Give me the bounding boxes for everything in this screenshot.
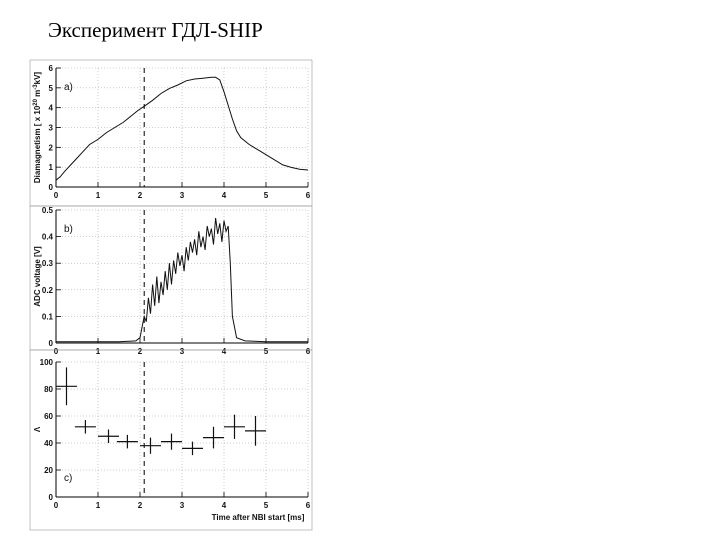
- panel-frame: [29, 349, 313, 531]
- y-tick-label: 0: [49, 493, 54, 502]
- y-tick-label: 0.5: [42, 206, 54, 215]
- y-tick-label: 6: [49, 64, 54, 73]
- y-tick-label: 20: [44, 466, 53, 475]
- x-tick-label: 3: [180, 501, 185, 510]
- data-point: [224, 414, 245, 439]
- x-tick-label: 1: [96, 501, 101, 510]
- x-tick-label: 4: [222, 191, 227, 200]
- data-point: [98, 429, 119, 443]
- y-tick-label: 2: [49, 143, 54, 152]
- x-tick-label: 4: [222, 347, 227, 356]
- y-tick-label: 60: [44, 412, 53, 421]
- data-point: [74, 420, 96, 434]
- x-tick-label: 5: [264, 347, 269, 356]
- x-tick-label: 0: [54, 347, 59, 356]
- panel-label: a): [64, 82, 73, 93]
- x-tick-label: 6: [306, 191, 311, 200]
- y-tick-label: 5: [49, 84, 54, 93]
- x-tick-label: 2: [138, 347, 143, 356]
- y-tick-label: 3: [49, 124, 54, 133]
- y-tick-label: 80: [44, 385, 53, 394]
- slide-title: Эксперимент ГДЛ-SHIP: [48, 18, 263, 42]
- series-line: [55, 76, 309, 181]
- data-point: [161, 433, 182, 450]
- x-tick-label: 5: [264, 501, 269, 510]
- y-tick-label: 0: [49, 339, 54, 348]
- panel-label: c): [64, 473, 72, 484]
- y-tick-label: 0: [49, 183, 54, 192]
- data-point: [203, 426, 224, 449]
- y-axis-title: ADC voltage [V]: [33, 246, 42, 307]
- x-tick-label: 0: [54, 191, 59, 200]
- x-tick-label: 0: [54, 501, 59, 510]
- x-tick-label: 1: [96, 347, 101, 356]
- y-tick-label: 0.4: [42, 233, 54, 242]
- y-tick-label: 40: [44, 439, 53, 448]
- panel-label: b): [64, 224, 73, 235]
- series-line: [56, 217, 308, 343]
- x-tick-label: 5: [264, 191, 269, 200]
- data-point: [140, 437, 161, 454]
- x-tick-label: 1: [96, 191, 101, 200]
- x-tick-label: 2: [138, 191, 143, 200]
- panel-1: 0 1 2 3 4 5 6 0 1 2 3 4 5 6 Diamagnetism [ x 1020 m-3k…: [29, 59, 313, 207]
- panel-2: 0 1 2 3 4 5 6 0 0.1 0.2 0.3 0.4 0.5 ADC voltage [V] b): [29, 205, 313, 356]
- y-tick-label: 1: [49, 163, 54, 172]
- x-tick-label: 2: [138, 501, 143, 510]
- data-point: [56, 367, 77, 406]
- x-tick-label: 6: [306, 347, 311, 356]
- x-tick-label: 4: [222, 501, 227, 510]
- y-axis-title: Diamagnetism [ x 1020 m-3kV]: [33, 72, 42, 184]
- y-axis-title: Λ: [33, 426, 42, 432]
- x-tick-label: 6: [306, 501, 311, 510]
- data-point: [116, 434, 138, 449]
- data-point: [245, 416, 266, 446]
- x-tick-label: 3: [180, 191, 185, 200]
- y-tick-label: 0.3: [42, 259, 54, 268]
- x-axis-title: Time after NBI start [ms]: [212, 513, 305, 522]
- y-tick-label: 0.2: [42, 286, 54, 295]
- x-tick-label: 3: [180, 347, 185, 356]
- y-tick-label: 0.1: [42, 312, 54, 321]
- y-tick-label: 4: [49, 104, 54, 113]
- y-tick-label: 100: [40, 358, 54, 367]
- data-point: [182, 441, 203, 456]
